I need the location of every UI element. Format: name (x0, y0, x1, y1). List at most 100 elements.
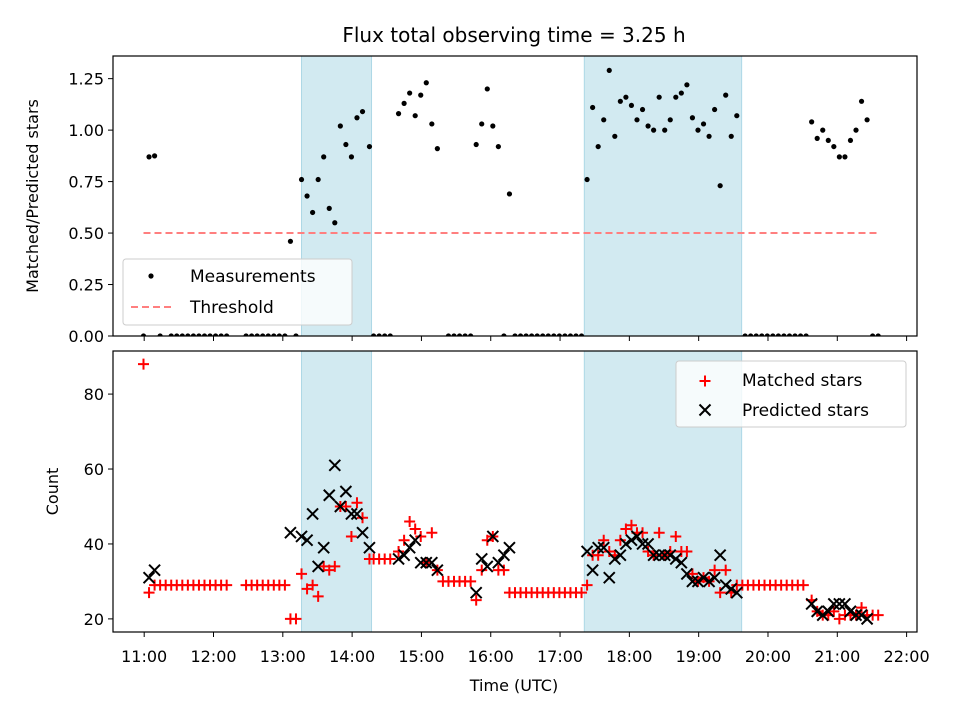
data-point (393, 545, 405, 557)
x-tick-label: 11:00 (121, 647, 167, 666)
data-point (495, 143, 501, 150)
data-point (356, 526, 369, 539)
data-point (641, 537, 655, 551)
data-point (323, 564, 335, 576)
data-point (860, 612, 874, 626)
data-point (340, 500, 352, 512)
data-point (517, 333, 524, 336)
legend-label: Matched stars (742, 371, 862, 391)
data-point (720, 564, 732, 576)
data-point (753, 333, 759, 336)
data-point (392, 552, 405, 566)
data-point (148, 563, 161, 577)
data-point (595, 143, 601, 150)
data-point (284, 526, 297, 539)
legend-label: Measurements (190, 267, 316, 287)
bottom-panel: 20 40 60 80 11:00 12:00 13:00 14:00 15:00 16:00 17… (43, 350, 930, 666)
legend: Measurements Threshold (122, 258, 353, 326)
data-point (498, 564, 510, 576)
data-point (562, 333, 568, 336)
data-point (479, 121, 485, 127)
data-point (350, 507, 364, 521)
y-tick-label: 1.25 (68, 70, 104, 89)
data-point (623, 94, 629, 100)
x-tick-label: 15:00 (398, 647, 444, 666)
data-point (653, 527, 665, 539)
data-point (265, 333, 271, 336)
data-point (357, 512, 369, 524)
legend-marker-measurements (148, 273, 154, 279)
data-point (469, 586, 483, 599)
data-point (343, 141, 349, 148)
y-tick-label: 0.25 (68, 276, 104, 295)
data-point (311, 560, 325, 573)
data-point (591, 541, 605, 554)
legend-marker-matched (699, 375, 711, 387)
y-tick-label: 0.00 (68, 327, 104, 346)
data-point (597, 541, 610, 554)
x-tick-label: 16:00 (468, 647, 514, 666)
data-point (523, 333, 529, 336)
data-point (645, 123, 651, 129)
data-point (681, 545, 693, 557)
data-point (382, 333, 388, 336)
data-point (384, 553, 396, 565)
data-point (207, 333, 213, 336)
data-point (318, 560, 330, 572)
data-point (445, 333, 452, 336)
y-tick-label: 0.50 (68, 224, 104, 243)
data-point (403, 541, 416, 554)
data-point (423, 80, 429, 86)
data-point (243, 333, 249, 336)
data-point (675, 556, 688, 569)
x-tick-label: 18:00 (606, 647, 652, 666)
data-point (174, 333, 180, 336)
data-point (376, 333, 382, 336)
data-point (201, 333, 208, 336)
data-point (639, 106, 646, 113)
data-point (606, 67, 612, 74)
data-point (702, 575, 716, 588)
data-point (451, 333, 457, 336)
data-point (540, 333, 546, 336)
data-point (387, 333, 393, 336)
data-point (321, 154, 327, 160)
data-point (695, 127, 701, 133)
data-point (506, 191, 513, 197)
x-tick-label: 12:00 (190, 647, 236, 666)
y-tick-label: 0.75 (68, 173, 104, 192)
data-point (271, 333, 277, 336)
data-point (371, 333, 377, 336)
legend-marker-predicted (698, 403, 712, 417)
data-point (770, 333, 776, 336)
data-point (797, 579, 809, 591)
legend-label: Predicted stars (742, 401, 869, 421)
data-point (652, 548, 666, 562)
data-point (586, 563, 599, 577)
legend-label: Threshold (189, 298, 274, 318)
data-point (853, 127, 859, 133)
x-axis-label: Time (UTC) (469, 676, 558, 695)
y-tick-label: 60 (84, 460, 104, 479)
data-point (456, 333, 463, 336)
x-tick-label: 19:00 (676, 647, 722, 666)
data-point (304, 193, 310, 199)
data-point (678, 90, 684, 96)
data-point (529, 333, 535, 336)
data-point (775, 333, 781, 336)
data-point (601, 117, 607, 123)
data-point (612, 133, 618, 139)
data-point (697, 571, 710, 584)
data-point (844, 605, 857, 618)
data-point (723, 92, 729, 98)
data-point (581, 579, 593, 591)
data-point (706, 133, 712, 139)
data-point (492, 556, 505, 569)
data-point (295, 530, 308, 543)
data-point (254, 333, 260, 336)
data-point (712, 106, 718, 113)
data-point (470, 594, 482, 606)
data-point (414, 556, 427, 569)
data-point (781, 333, 787, 336)
